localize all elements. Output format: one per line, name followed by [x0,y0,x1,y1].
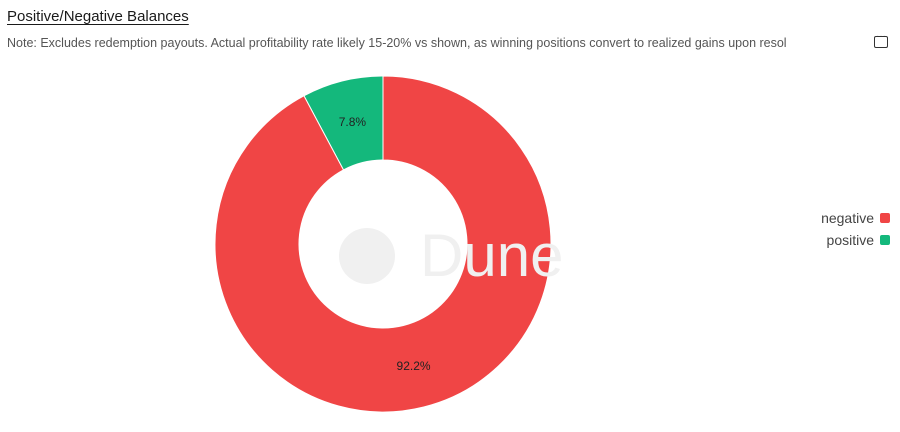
watermark-logo [339,228,395,284]
legend-label: negative [821,210,874,226]
watermark: Dune [420,222,563,289]
chart-title: Positive/Negative Balances [7,8,189,25]
slice-negative[interactable] [214,75,552,413]
legend-swatch [880,213,890,223]
data-label-positive: 7.8% [339,115,367,129]
legend-item-negative[interactable]: negative [821,210,890,226]
chart-note: Note: Excludes redemption payouts. Actua… [7,36,787,50]
data-label-negative: 92.2% [397,359,431,373]
legend-item-positive[interactable]: positive [827,232,890,248]
legend-label: positive [826,232,874,248]
comment-icon[interactable] [874,31,888,48]
legend-swatch [880,235,890,245]
